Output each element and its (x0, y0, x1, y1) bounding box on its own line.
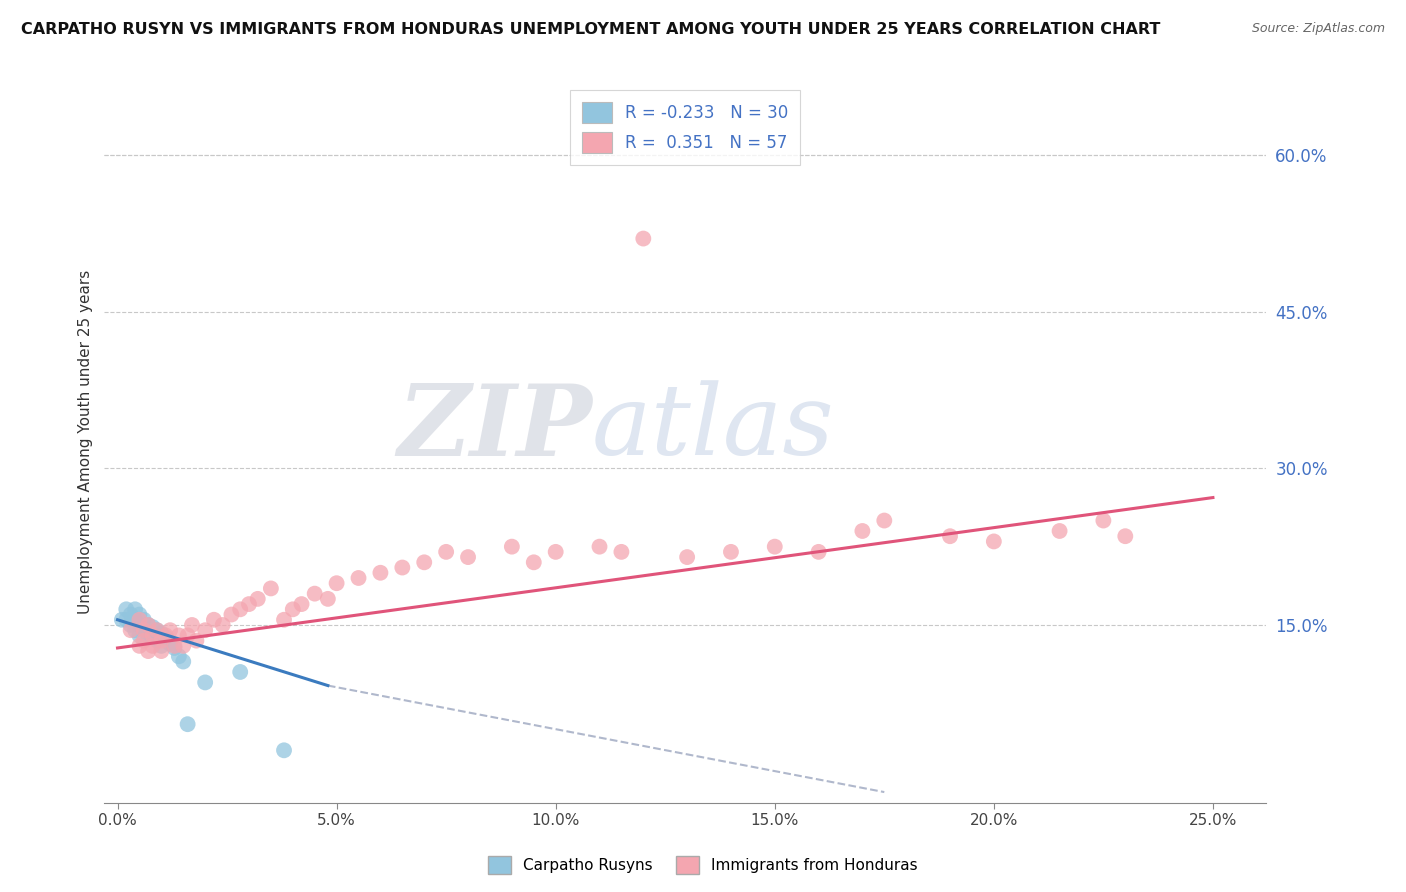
Point (124, 624, 146, 638)
Point (150, 644, 173, 658)
Point (150, 633, 173, 648)
Point (155, 631, 177, 645)
Point (523, 555, 546, 569)
Point (763, 540, 786, 554)
Point (720, 545, 742, 559)
Point (588, 540, 610, 554)
Point (807, 545, 830, 559)
Point (124, 602, 146, 616)
Point (128, 613, 150, 627)
Point (873, 514, 896, 528)
Point (370, 566, 392, 580)
Point (316, 591, 339, 606)
Point (194, 624, 217, 638)
Point (176, 717, 198, 731)
Point (457, 550, 479, 565)
Point (229, 602, 252, 616)
Point (676, 550, 699, 565)
Point (347, 571, 370, 585)
Point (238, 597, 260, 611)
Point (246, 591, 269, 606)
Point (146, 633, 169, 648)
Point (633, 231, 655, 245)
Point (136, 628, 159, 642)
Y-axis label: Unemployment Among Youth under 25 years: Unemployment Among Youth under 25 years (79, 270, 93, 615)
Point (610, 545, 633, 559)
Point (176, 628, 198, 642)
Point (150, 639, 173, 653)
Point (128, 639, 150, 653)
Point (281, 602, 304, 616)
Point (211, 618, 233, 632)
Point (128, 628, 150, 642)
Point (136, 644, 159, 658)
Legend: R = -0.233   N = 30, R =  0.351   N = 57: R = -0.233 N = 30, R = 0.351 N = 57 (569, 90, 800, 165)
Point (983, 534, 1005, 549)
Point (1049, 524, 1071, 538)
Text: Source: ZipAtlas.com: Source: ZipAtlas.com (1251, 22, 1385, 36)
Point (142, 639, 165, 653)
Point (128, 607, 150, 622)
Point (136, 618, 159, 632)
Point (146, 624, 169, 638)
Point (142, 620, 165, 634)
Point (172, 639, 194, 653)
Text: ZIP: ZIP (396, 380, 592, 476)
Point (155, 628, 177, 642)
Point (150, 626, 173, 640)
Point (167, 649, 190, 664)
Point (120, 607, 142, 622)
Point (851, 524, 873, 538)
Point (290, 597, 312, 611)
Point (172, 655, 194, 669)
Point (163, 639, 186, 653)
Point (939, 529, 962, 543)
Point (501, 540, 523, 554)
Point (124, 613, 146, 627)
Point (181, 618, 204, 632)
Point (434, 545, 457, 559)
Point (159, 624, 181, 638)
Point (413, 555, 436, 569)
Point (159, 637, 181, 651)
Point (132, 624, 155, 638)
Point (142, 628, 165, 642)
Legend: Carpatho Rusyns, Immigrants from Honduras: Carpatho Rusyns, Immigrants from Hondura… (482, 850, 924, 880)
Point (132, 613, 155, 627)
Point (273, 743, 295, 757)
Point (1114, 529, 1136, 543)
Point (163, 640, 186, 655)
Text: CARPATHO RUSYN VS IMMIGRANTS FROM HONDURAS UNEMPLOYMENT AMONG YOUTH UNDER 25 YEA: CARPATHO RUSYN VS IMMIGRANTS FROM HONDUR… (21, 22, 1160, 37)
Point (115, 613, 138, 627)
Point (111, 613, 134, 627)
Point (229, 665, 252, 679)
Point (544, 545, 567, 559)
Point (325, 576, 347, 591)
Point (132, 633, 155, 648)
Point (1092, 514, 1115, 528)
Point (194, 675, 217, 690)
Text: atlas: atlas (592, 380, 835, 475)
Point (186, 633, 208, 648)
Point (146, 624, 169, 638)
Point (221, 607, 243, 622)
Point (304, 587, 326, 601)
Point (128, 618, 150, 632)
Point (120, 618, 142, 632)
Point (120, 624, 142, 638)
Point (167, 628, 190, 642)
Point (260, 582, 283, 596)
Point (136, 618, 159, 632)
Point (115, 602, 138, 616)
Point (132, 624, 155, 638)
Point (273, 613, 295, 627)
Point (391, 560, 413, 574)
Point (202, 613, 225, 627)
Point (142, 631, 165, 645)
